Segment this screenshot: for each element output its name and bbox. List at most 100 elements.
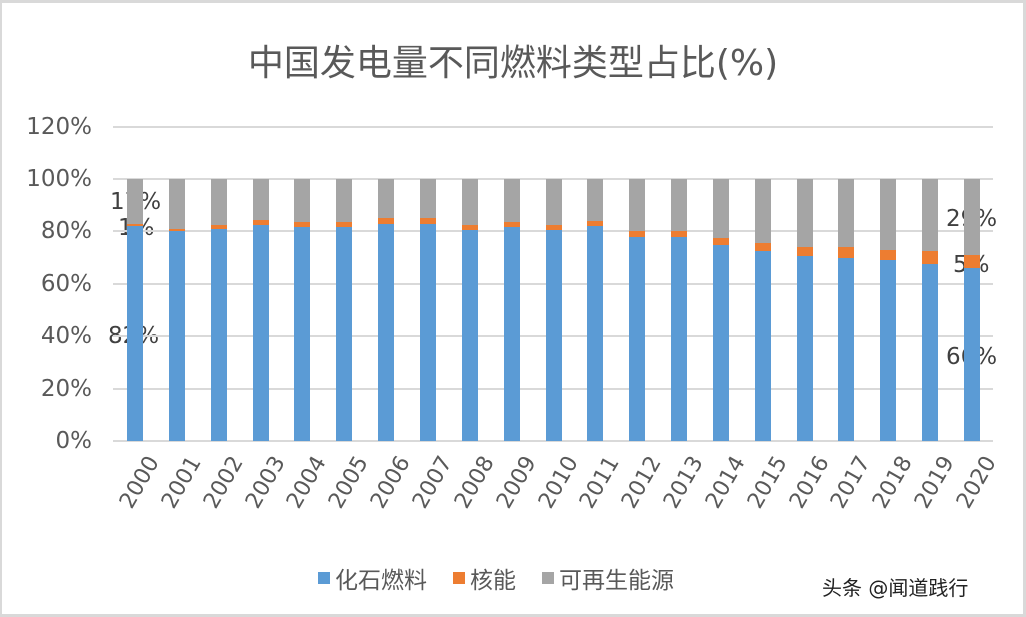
y-tick-label: 60% (40, 270, 92, 297)
chart-title: 中国发电量不同燃料类型占比(%) (247, 43, 779, 84)
legend-item-fossil[interactable]: 化石燃料 (318, 561, 427, 595)
bar-2016[interactable] (796, 179, 813, 441)
bar-segment-fossil (127, 226, 143, 441)
bar-segment-nuclear (880, 249, 897, 261)
bar-segment-fossil (712, 244, 729, 441)
bar-segment-nuclear (503, 222, 520, 228)
bar-segment-renewable (252, 179, 269, 220)
watermark: 头条 @闻道践行 (822, 576, 969, 600)
legend: 化石燃料 核能 可再生能源 (318, 561, 700, 595)
bar-segment-renewable (210, 179, 227, 225)
y-tick-label: 100% (26, 166, 92, 192)
bar-segment-renewable (168, 179, 185, 229)
bar-2007[interactable] (419, 179, 436, 441)
bar-segment-fossil (545, 230, 562, 441)
bar-segment-nuclear (754, 243, 771, 252)
legend-label-fossil: 化石燃料 (335, 568, 427, 594)
bar-2020[interactable] (964, 179, 980, 441)
bar-segment-renewable (419, 179, 436, 219)
renewable-swatch-icon (542, 572, 554, 584)
bar-segment-fossil (629, 236, 646, 441)
bar-segment-nuclear (378, 218, 395, 224)
bar-2003[interactable] (252, 179, 269, 441)
bar-segment-nuclear (168, 228, 185, 232)
bar-segment-fossil (754, 251, 771, 441)
y-tick-label: 80% (40, 218, 92, 245)
bar-2008[interactable] (461, 179, 478, 441)
bar-2018[interactable] (880, 179, 897, 441)
bar-segment-nuclear (252, 219, 269, 225)
bar-2011[interactable] (587, 179, 604, 441)
bar-segment-nuclear (336, 222, 353, 228)
bar-segment-renewable (127, 179, 143, 224)
bar-2002[interactable] (210, 179, 227, 441)
bar-segment-fossil (210, 228, 227, 441)
y-tick-label: 120% (26, 113, 92, 140)
bar-2013[interactable] (671, 179, 688, 441)
bar-segment-fossil (503, 227, 520, 441)
bar-segment-nuclear (922, 251, 939, 265)
bar-segment-nuclear (964, 255, 980, 269)
bar-segment-nuclear (545, 224, 562, 231)
bar-segment-renewable (294, 179, 311, 223)
bar-segment-nuclear (127, 223, 143, 227)
bar-segment-renewable (629, 179, 646, 232)
bar-segment-fossil (378, 223, 395, 441)
bar-segment-fossil (587, 226, 604, 441)
bar-segment-fossil (922, 264, 939, 441)
bar-segment-renewable (461, 179, 478, 225)
nuclear-swatch-icon (453, 572, 465, 584)
bar-segment-nuclear (796, 247, 813, 257)
bar-segment-renewable (671, 179, 688, 232)
bar-segment-nuclear (712, 237, 729, 245)
bar-segment-fossil (168, 231, 185, 441)
bar-segment-fossil (419, 223, 436, 441)
bar-segment-nuclear (838, 247, 855, 258)
bar-segment-fossil (252, 224, 269, 441)
y-tick-label: 0% (55, 428, 93, 454)
bar-segment-fossil (838, 257, 855, 441)
bar-segment-nuclear (294, 222, 311, 228)
bar-segment-fossil (294, 227, 311, 441)
bar-segment-renewable (754, 179, 771, 244)
bar-segment-fossil (671, 236, 688, 441)
legend-item-renewable[interactable]: 可再生能源 (542, 561, 674, 595)
bar-segment-fossil (461, 230, 478, 441)
bar-segment-nuclear (671, 231, 688, 237)
bar-2004[interactable] (294, 179, 311, 441)
bar-segment-fossil (880, 260, 897, 441)
gridline-100 (113, 178, 993, 180)
bar-2010[interactable] (545, 179, 562, 441)
bar-segment-fossil (796, 256, 813, 441)
bar-2001[interactable] (168, 179, 185, 441)
bar-segment-renewable (336, 179, 353, 223)
bar-segment-renewable (545, 179, 562, 225)
bar-2015[interactable] (754, 179, 771, 441)
bar-2006[interactable] (378, 179, 395, 441)
bar-segment-nuclear (210, 224, 227, 229)
legend-label-renewable: 可再生能源 (559, 568, 674, 594)
bar-segment-renewable (838, 179, 855, 248)
bar-segment-nuclear (419, 218, 436, 224)
bar-segment-nuclear (587, 220, 604, 227)
bar-segment-renewable (503, 179, 520, 223)
bar-2017[interactable] (838, 179, 855, 441)
bar-segment-fossil (336, 227, 353, 441)
bar-segment-fossil (964, 268, 980, 441)
gridline-120 (113, 125, 993, 128)
y-tick-label: 40% (40, 323, 92, 350)
bar-2005[interactable] (336, 179, 353, 441)
legend-item-nuclear[interactable]: 核能 (453, 561, 516, 595)
fossil-swatch-icon (318, 572, 330, 584)
bar-2012[interactable] (629, 179, 646, 441)
legend-label-nuclear: 核能 (470, 568, 516, 594)
bar-2009[interactable] (503, 179, 520, 441)
gridline-0 (113, 440, 993, 442)
bar-segment-renewable (964, 179, 980, 255)
bar-segment-renewable (587, 179, 604, 221)
y-tick-label: 20% (40, 375, 92, 402)
bar-segment-renewable (712, 179, 729, 238)
bar-2019[interactable] (922, 179, 939, 441)
bar-2014[interactable] (712, 179, 729, 441)
bar-2000[interactable] (127, 179, 143, 441)
